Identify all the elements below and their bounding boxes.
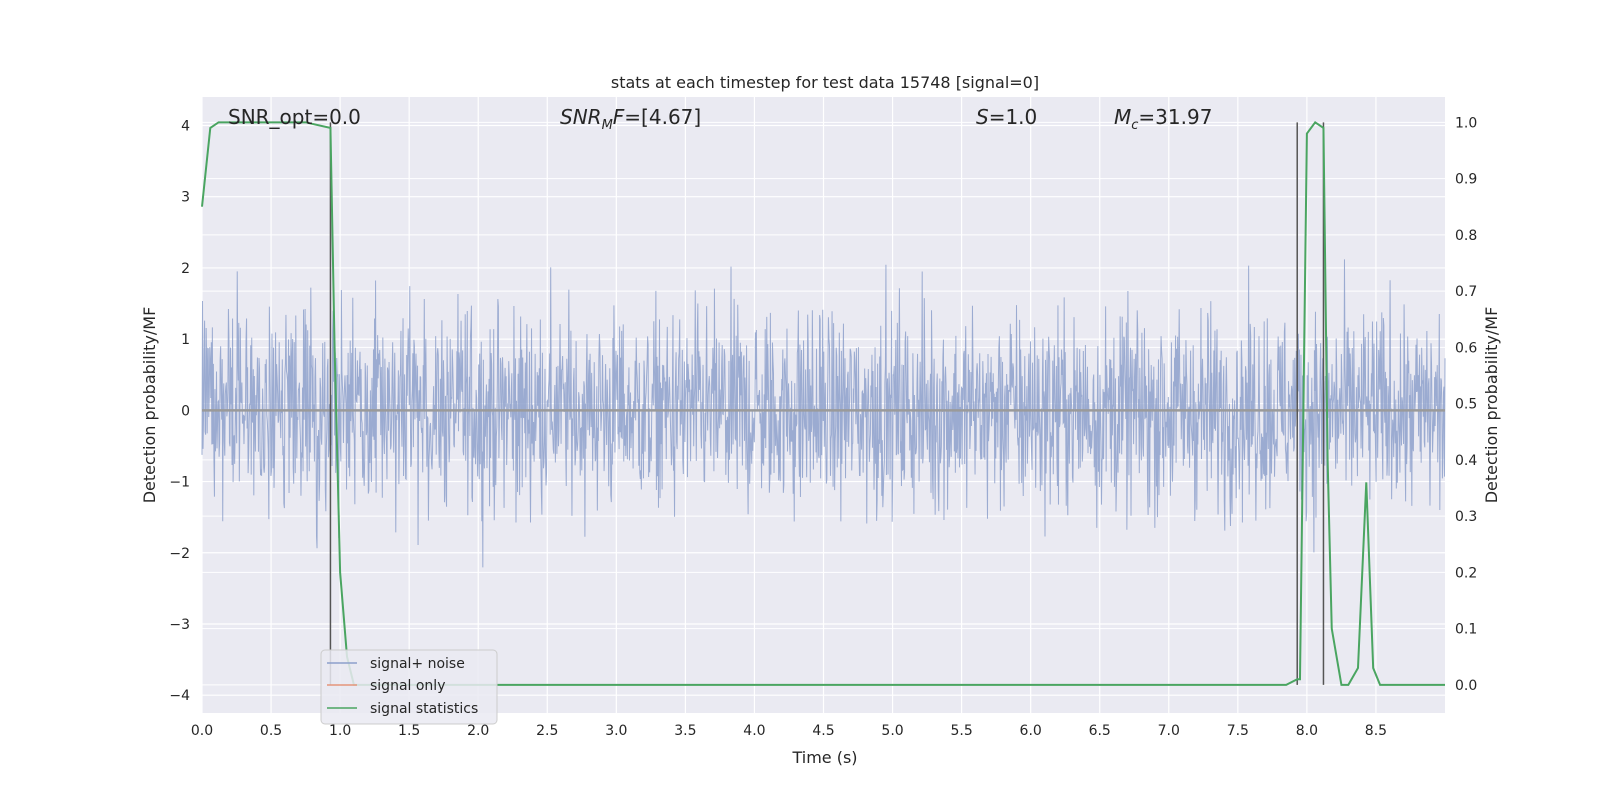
noise-series: [201, 259, 1446, 568]
x-tick-label: 4.5: [812, 723, 834, 739]
annotation-s-value: =1.0: [989, 105, 1038, 129]
x-tick-label: 5.5: [950, 723, 972, 739]
y-tick-label-left: −2: [169, 546, 190, 562]
x-axis-label: Time (s): [791, 748, 857, 767]
x-tick-label: 6.0: [1020, 723, 1042, 739]
x-tick-label: 0.0: [191, 723, 213, 739]
legend-label-statistics: signal statistics: [370, 701, 478, 717]
annotation-s-symbol: S: [976, 105, 989, 129]
x-tick-label: 5.0: [881, 723, 903, 739]
annotation-snr-mf-value: =[4.67]: [624, 105, 701, 129]
x-tick-label: 0.5: [260, 723, 282, 739]
annotation-mc-sub: c: [1131, 118, 1138, 133]
y-tick-label-right: 0.4: [1455, 453, 1477, 469]
legend-label-noise: signal+ noise: [370, 656, 465, 672]
legend-label-signal-only: signal only: [370, 678, 445, 694]
x-tick-label: 2.0: [467, 723, 489, 739]
y-tick-label-right: 0.8: [1455, 228, 1477, 244]
chart-title: stats at each timestep for test data 157…: [611, 73, 1039, 92]
annotation-s: S=1.0: [976, 105, 1037, 129]
series-line-noise: [201, 259, 1446, 568]
series-line-statistics: [201, 120, 1445, 686]
y-tick-label-left: 1: [181, 332, 190, 348]
y-tick-label-left: −3: [169, 617, 190, 633]
x-tick-label: 3.5: [674, 723, 696, 739]
legend: signal+ noise signal only signal statist…: [320, 649, 498, 725]
annotation-snr-mf-rest: F: [613, 105, 625, 129]
x-tick-label: 2.5: [536, 723, 558, 739]
y-tick-label-left: 4: [181, 118, 190, 134]
annotation-snr-opt: SNR_opt=0.0: [228, 105, 361, 129]
annotation-snr-mf-sub: M: [602, 118, 613, 133]
legend-box: [320, 649, 498, 725]
y-tick-label-right: 0.0: [1455, 678, 1477, 694]
y-tick-label-left: −1: [169, 475, 190, 491]
y-tick-label-right: 1.0: [1455, 115, 1477, 131]
x-tick-label: 6.5: [1089, 723, 1111, 739]
y-tick-label-left: 0: [181, 403, 190, 419]
annotation-snr-mf: SNRMF=[4.67]: [560, 105, 701, 133]
x-tick-label: 3.0: [605, 723, 627, 739]
y-tick-label-right: 0.1: [1455, 622, 1477, 638]
y-tick-label-right: 0.5: [1455, 397, 1477, 413]
x-tick-label: 7.5: [1227, 723, 1249, 739]
y-axis-label-right: Detection probability/MF: [1482, 307, 1501, 504]
y-tick-label-left: 2: [181, 261, 190, 277]
x-tick-label: 7.0: [1158, 723, 1180, 739]
x-tick-label: 4.0: [743, 723, 765, 739]
x-tick-label: 8.5: [1365, 723, 1387, 739]
x-tick-label: 1.0: [329, 723, 351, 739]
annotation-mc-base: M: [1114, 105, 1131, 129]
y-tick-label-right: 0.9: [1455, 172, 1477, 188]
y-tick-label-right: 0.6: [1455, 340, 1477, 356]
y-tick-label-right: 0.7: [1455, 284, 1477, 300]
annotation-snr-mf-base: SNR: [560, 105, 602, 129]
annotation-mc: Mc=31.97: [1114, 105, 1212, 133]
y-axis-label-left: Detection probability/MF: [140, 307, 159, 504]
x-tick-label: 1.5: [398, 723, 420, 739]
y-tick-label-left: −4: [169, 688, 190, 704]
y-tick-label-left: 3: [181, 190, 190, 206]
annotation-mc-value: =31.97: [1138, 105, 1212, 129]
x-tick-label: 8.0: [1296, 723, 1318, 739]
y-tick-label-right: 0.2: [1455, 565, 1477, 581]
y-tick-label-right: 0.3: [1455, 509, 1477, 525]
